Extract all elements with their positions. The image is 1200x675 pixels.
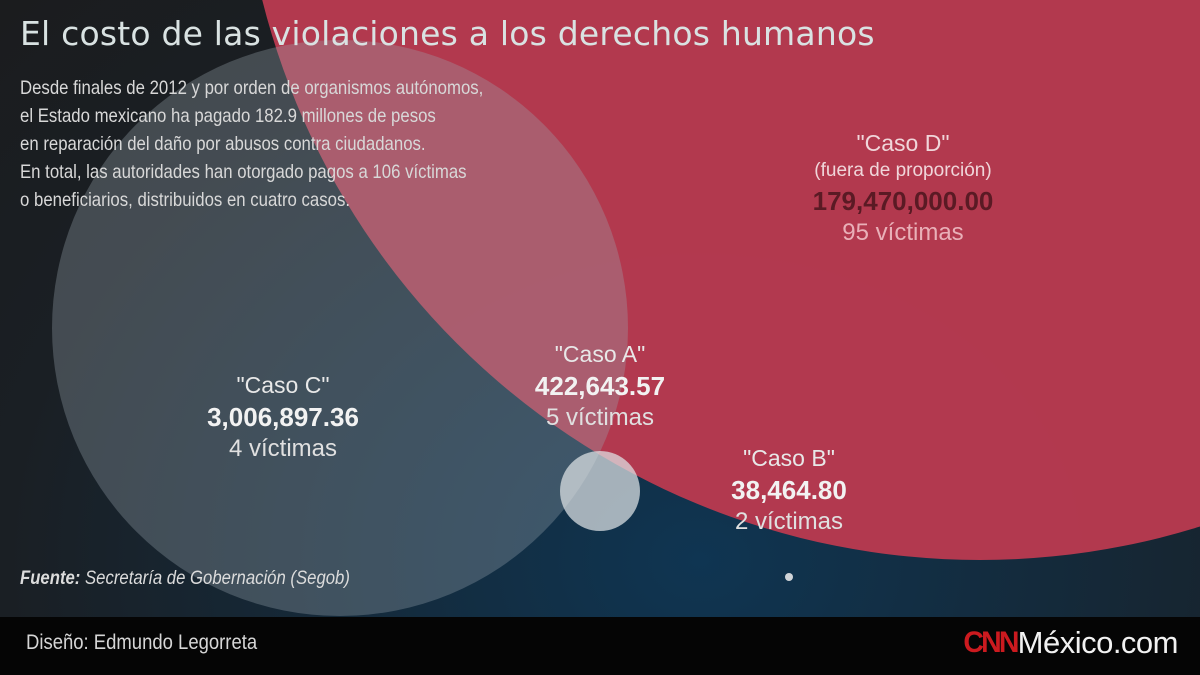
design-credit: Diseño: Edmundo Legorreta: [26, 631, 258, 654]
case-note: (fuera de proporción): [814, 160, 992, 181]
case-amount: 179,470,000.00: [812, 186, 994, 216]
label-caso-a: "Caso A" 422,643.57 5 víctimas: [535, 339, 665, 433]
case-victims: 2 víctimas: [734, 508, 844, 535]
case-victims: 95 víctimas: [842, 219, 964, 246]
case-victims: 5 víctimas: [545, 404, 655, 431]
intro-line: Desde finales de 2012 y por orden de org…: [20, 77, 484, 99]
intro-line: o beneficiarios, distribuidos en cuatro …: [20, 189, 350, 211]
intro-line: En total, las autoridades han otorgado p…: [20, 161, 467, 183]
label-caso-c: "Caso C" 3,006,897.36 4 víctimas: [207, 370, 359, 464]
bubble-caso-a: [560, 451, 640, 531]
case-name: "Caso C": [236, 372, 330, 398]
page-title: El costo de las violaciones a los derech…: [20, 14, 875, 53]
case-name: "Caso A": [554, 341, 646, 367]
cnn-logo-mark: CNN: [963, 626, 1019, 659]
intro-line: el Estado mexicano ha pagado 182.9 millo…: [20, 105, 436, 127]
source-text: Secretaría de Gobernación (Segob): [80, 568, 350, 589]
bubble-caso-b: [785, 573, 793, 581]
bubble-caso-c: [52, 40, 628, 616]
label-caso-b: "Caso B" 38,464.80 2 víctimas: [731, 443, 847, 537]
label-caso-d: "Caso D" (fuera de proporción) 179,470,0…: [813, 128, 994, 248]
case-amount: 3,006,897.36: [207, 402, 359, 432]
case-amount: 422,643.57: [534, 371, 666, 401]
intro-line: en reparación del daño por abusos contra…: [20, 133, 426, 155]
case-name: "Caso D": [856, 130, 950, 156]
bubble-caso-d: [262, 0, 1200, 560]
case-victims: 4 víctimas: [228, 435, 338, 462]
source-prefix: Fuente:: [20, 568, 81, 589]
case-name: "Caso B": [743, 445, 835, 471]
cnn-mexico-logo: CNN México.com: [962, 625, 1178, 661]
case-amount: 38,464.80: [731, 475, 847, 505]
intro-text: Desde finales de 2012 y por orden de org…: [20, 74, 674, 214]
footer-bar: Diseño: Edmundo Legorreta CNN México.com: [0, 617, 1200, 675]
logo-site-text: México.com: [1017, 625, 1179, 660]
source-note: Fuente: Secretaría de Gobernación (Segob…: [20, 568, 350, 590]
